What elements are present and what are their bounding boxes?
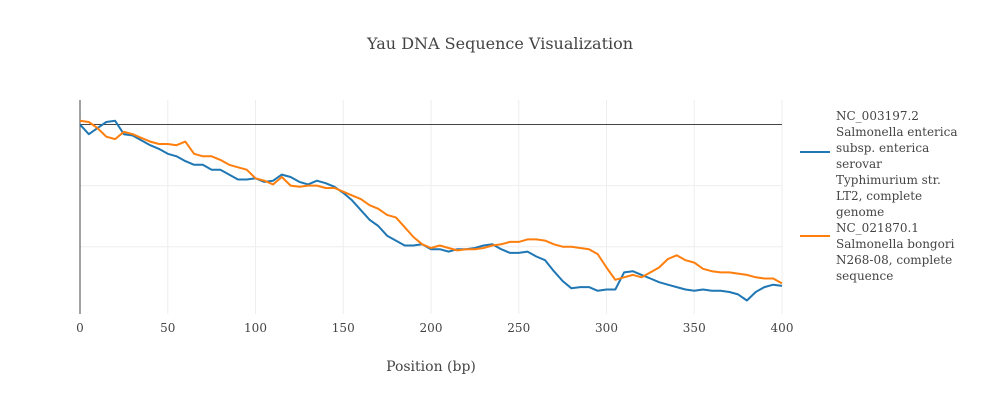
x-tick-label: 300 [595,321,618,335]
tick-layer: 0 50 100 150 200 250 300 350 400 [76,321,793,335]
legend-swatch-series-1 [800,151,830,153]
x-tick-label: 50 [160,321,175,335]
x-tick-label: 100 [244,321,267,335]
x-tick-label: 400 [771,321,794,335]
grid-layer [79,100,783,314]
legend-swatch-series-2 [800,235,830,237]
legend: NC_003197.2 Salmonella enterica subsp. e… [800,108,990,284]
x-tick-label: 250 [507,321,530,335]
legend-label-series-2: NC_021870.1 Salmonella bongori N268-08, … [836,221,955,283]
series-line-2[interactable] [79,119,783,285]
chart-title: Yau DNA Sequence Visualization [366,34,634,53]
legend-item-series-2[interactable]: NC_021870.1 Salmonella bongori N268-08, … [800,220,990,284]
x-tick-label: 200 [420,321,443,335]
series-layer [79,119,783,302]
axis-layer [79,100,782,314]
legend-label-series-1: NC_003197.2 Salmonella enterica subsp. e… [836,109,958,219]
series-line-1[interactable] [79,119,783,302]
x-tick-label: 350 [683,321,706,335]
legend-item-series-1[interactable]: NC_003197.2 Salmonella enterica subsp. e… [800,108,990,220]
x-tick-label: 150 [332,321,355,335]
x-axis-title: Position (bp) [386,359,476,375]
x-tick-label: 0 [76,321,84,335]
